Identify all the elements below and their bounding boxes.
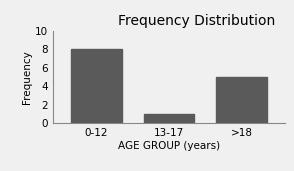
Bar bbox=[216, 77, 267, 123]
Title: Frequency Distribution: Frequency Distribution bbox=[118, 14, 275, 28]
Bar bbox=[144, 114, 194, 123]
X-axis label: AGE GROUP (years): AGE GROUP (years) bbox=[118, 141, 220, 151]
Y-axis label: Frequency: Frequency bbox=[22, 50, 32, 104]
Bar bbox=[71, 49, 122, 123]
